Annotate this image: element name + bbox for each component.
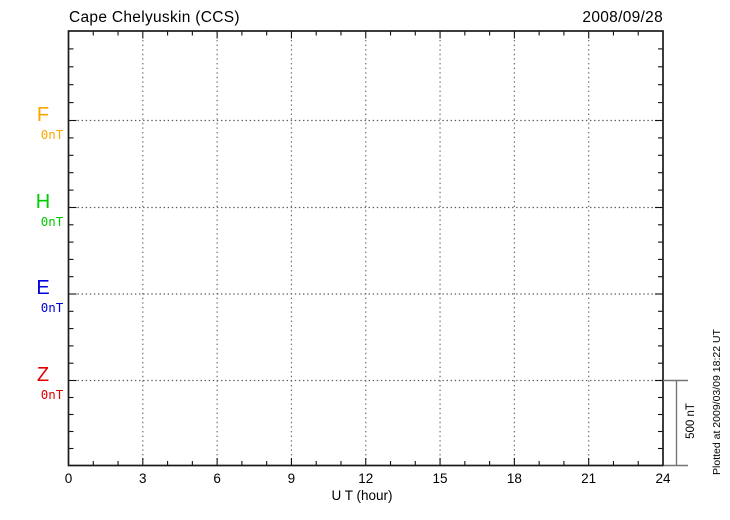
scale-bar-label: 500 nT — [685, 403, 697, 439]
x-tick-label: 9 — [287, 471, 296, 486]
x-tick-label: 15 — [432, 471, 448, 486]
x-axis-label: U T (hour) — [331, 488, 393, 503]
horizontal-dotted-gridlines — [77, 119, 661, 382]
x-tick-label: 21 — [581, 471, 597, 486]
channel-baseline-value-E: 0nT — [40, 300, 64, 315]
x-tick-label: 24 — [655, 471, 671, 486]
channel-baseline-value-Z: 0nT — [40, 386, 64, 402]
station-title: Cape Chelyuskin (CCS) — [69, 9, 240, 26]
x-tick-label: 12 — [358, 471, 374, 486]
channel-label-E: E — [36, 277, 50, 299]
scale-bar — [663, 379, 688, 467]
x-tick-label: 6 — [213, 471, 221, 486]
plot-date: 2008/09/28 — [582, 9, 663, 26]
channel-label-F: F — [36, 103, 50, 126]
plotted-at-footnote: Plotted at 2009/03/09 18:22 UT — [711, 329, 723, 475]
plot-border — [67, 30, 664, 467]
channel-baseline-value-H: 0nT — [40, 213, 64, 229]
channel-baseline-value-F: 0nT — [40, 126, 64, 142]
vertical-dotted-gridlines — [142, 40, 590, 464]
x-tick-label: 0 — [64, 471, 73, 486]
x-tick-label: 18 — [506, 471, 522, 486]
channel-label-H: H — [35, 190, 51, 213]
x-tick-label: 3 — [139, 471, 147, 486]
channel-label-Z: Z — [36, 363, 50, 386]
